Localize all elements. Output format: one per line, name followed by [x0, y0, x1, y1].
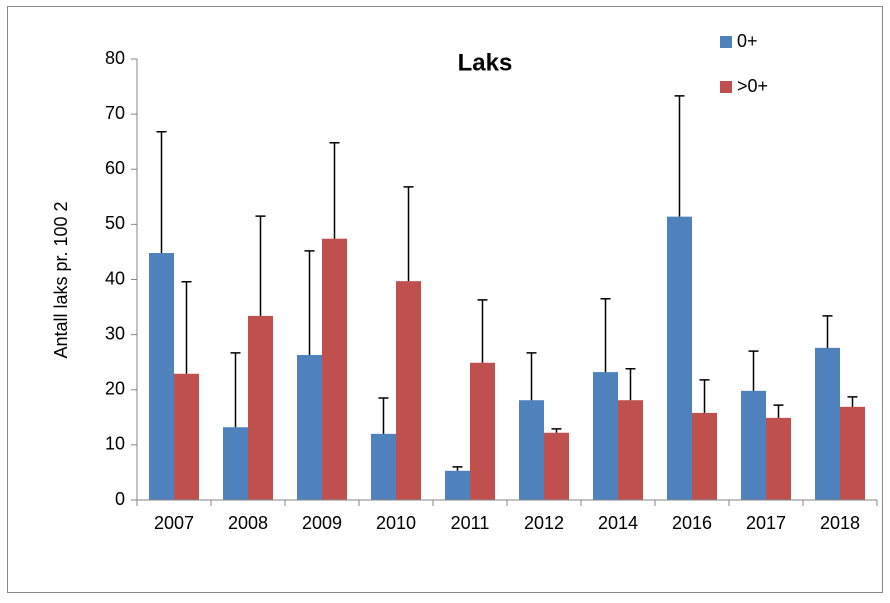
- x-tick-label: 2010: [376, 513, 416, 533]
- y-tick-label: 10: [105, 434, 125, 454]
- bar: [322, 238, 347, 500]
- bar: [223, 427, 248, 500]
- bar: [741, 390, 766, 500]
- x-tick-label: 2012: [524, 513, 564, 533]
- y-tick-label: 60: [105, 158, 125, 178]
- legend-swatch: [720, 36, 732, 48]
- error-bar: [526, 352, 537, 401]
- bar: [297, 355, 322, 500]
- bar: [692, 412, 717, 500]
- error-bar: [600, 298, 611, 373]
- bar: [815, 347, 840, 500]
- error-bar: [773, 404, 784, 418]
- x-tick-label: 2008: [228, 513, 268, 533]
- x-tick-label: 2014: [598, 513, 638, 533]
- x-tick-label: 2018: [820, 513, 860, 533]
- y-tick-label: 20: [105, 379, 125, 399]
- y-tick-label: 0: [115, 489, 125, 509]
- y-axis-label: Antall laks pr. 100 2: [51, 201, 71, 358]
- x-tick-label: 2007: [154, 513, 194, 533]
- error-bar: [674, 95, 685, 217]
- error-bar: [255, 215, 266, 316]
- error-bar: [181, 280, 192, 374]
- error-bar: [156, 131, 167, 254]
- bar: [766, 417, 791, 500]
- error-bar: [477, 299, 488, 363]
- error-bar: [403, 186, 414, 282]
- y-tick-label: 30: [105, 323, 125, 343]
- error-bar: [452, 466, 463, 471]
- bar: [248, 315, 273, 500]
- bar: [371, 433, 396, 500]
- y-tick-label: 40: [105, 268, 125, 288]
- bar: [840, 406, 865, 500]
- bar: [174, 373, 199, 500]
- error-bar: [551, 428, 562, 433]
- bar: [593, 372, 618, 500]
- legend-swatch: [720, 81, 732, 93]
- bar: [470, 362, 495, 500]
- error-bar: [847, 396, 858, 407]
- bar: [618, 400, 643, 500]
- error-bar: [822, 315, 833, 348]
- error-bar: [304, 250, 315, 356]
- bar: [396, 281, 421, 500]
- error-bar: [625, 368, 636, 401]
- error-bar: [378, 397, 389, 434]
- x-tick-label: 2009: [302, 513, 342, 533]
- error-bar: [699, 379, 710, 413]
- y-tick-label: 70: [105, 103, 125, 123]
- bar: [544, 432, 569, 500]
- chart-title: Laks: [458, 49, 513, 76]
- error-bar: [329, 142, 340, 239]
- error-bar: [230, 352, 241, 428]
- x-tick-label: 2017: [746, 513, 786, 533]
- bar: [519, 400, 544, 500]
- bar: [149, 253, 174, 500]
- y-tick-label: 50: [105, 213, 125, 233]
- y-tick-label: 80: [105, 48, 125, 68]
- error-bar: [748, 350, 759, 391]
- bar: [445, 470, 470, 500]
- x-tick-label: 2011: [451, 513, 490, 533]
- x-tick-label: 2016: [672, 513, 712, 533]
- legend-label: 0+: [737, 31, 758, 51]
- bar: [667, 216, 692, 500]
- legend-label: >0+: [737, 76, 768, 96]
